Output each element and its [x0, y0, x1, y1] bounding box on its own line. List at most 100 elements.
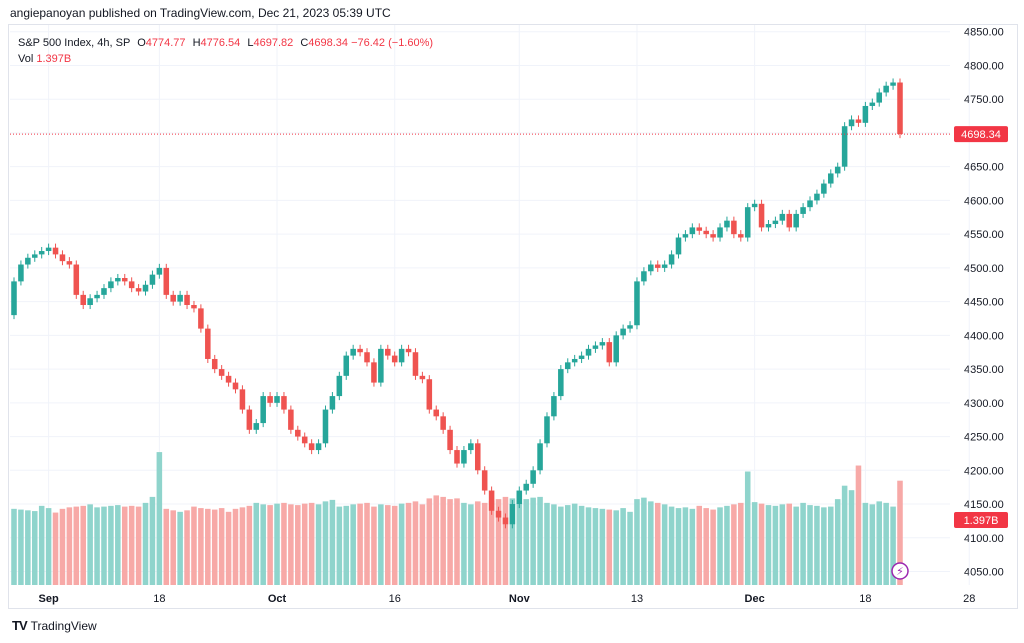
- volume-bar: [468, 504, 474, 585]
- candle-body: [585, 348, 592, 356]
- candle-body: [205, 328, 211, 359]
- volume-label: Vol: [18, 53, 34, 65]
- volume-bar: [18, 509, 24, 585]
- volume-bar: [828, 506, 834, 585]
- volume-bar: [654, 502, 661, 585]
- volume-bar: [45, 508, 52, 585]
- volume-bar: [315, 504, 322, 585]
- candle-body: [440, 416, 446, 430]
- candle-body: [731, 220, 737, 235]
- candle-body: [295, 429, 301, 437]
- volume-bar: [627, 511, 633, 585]
- volume-bar: [350, 504, 356, 585]
- volume-bar: [184, 510, 190, 585]
- symbol-label[interactable]: S&P 500 Index, 4h, SP: [18, 37, 131, 49]
- brand-name[interactable]: TradingView: [30, 618, 97, 633]
- candle-body: [232, 382, 239, 390]
- volume-bar: [509, 498, 516, 585]
- y-tick-label: 4650.00: [964, 162, 1004, 174]
- volume-bar: [364, 502, 370, 585]
- volume-bar: [807, 505, 813, 585]
- candle-body: [461, 450, 467, 464]
- volume-bar: [198, 508, 204, 585]
- volume-bar: [308, 502, 315, 585]
- candle-body: [675, 237, 682, 255]
- candle-body: [516, 490, 523, 505]
- candle-body: [149, 274, 156, 285]
- volume-bar: [855, 465, 862, 585]
- close-label: C: [300, 37, 309, 49]
- volume-bar: [267, 505, 273, 585]
- y-tick-label: 4850.00: [964, 27, 1004, 39]
- last-price-label: 4698.34: [961, 129, 1001, 141]
- x-tick-label: 16: [389, 593, 401, 605]
- candle-body: [308, 443, 315, 451]
- tradingview-logo-icon[interactable]: TV: [12, 618, 28, 633]
- candle-body: [738, 234, 744, 238]
- volume-bar: [661, 504, 668, 585]
- volume-bar: [675, 508, 682, 585]
- candle-body: [163, 267, 170, 295]
- candle-body: [246, 409, 253, 430]
- volume-value: 1.397B: [36, 53, 72, 65]
- candle-body: [495, 510, 502, 518]
- candle-body: [862, 105, 869, 123]
- volume-bar: [537, 496, 543, 585]
- candle-body: [758, 203, 765, 228]
- volume-bar: [59, 508, 66, 585]
- volume-bar: [883, 502, 889, 585]
- volume-bar: [620, 508, 626, 585]
- candle-body: [523, 483, 529, 491]
- candle-body: [751, 203, 758, 208]
- candle-body: [198, 308, 204, 329]
- candle-body: [121, 278, 128, 282]
- y-tick-label: 4600.00: [964, 195, 1004, 207]
- candle-body: [765, 224, 772, 228]
- candle-body: [350, 348, 356, 356]
- y-tick-label: 4200.00: [964, 465, 1004, 477]
- volume-bar: [31, 511, 38, 585]
- candle-body: [156, 267, 163, 275]
- high-label: H: [192, 37, 201, 49]
- candle-body: [301, 436, 308, 444]
- candle-body: [807, 200, 813, 208]
- volume-bar: [834, 499, 841, 585]
- volume-bar: [66, 507, 73, 585]
- volume-bar: [343, 505, 350, 585]
- y-tick-label: 4500.00: [964, 263, 1004, 275]
- candle-body: [170, 294, 176, 302]
- volume-bar: [461, 502, 467, 585]
- volume-bar: [371, 506, 377, 585]
- candle-body: [31, 254, 38, 258]
- open-value: 4774.77: [145, 37, 186, 49]
- candle-body: [357, 348, 363, 353]
- volume-bar: [378, 504, 384, 585]
- volume-bar: [433, 495, 440, 585]
- candle-body: [322, 409, 329, 444]
- candle-body: [25, 257, 31, 265]
- y-tick-label: 4550.00: [964, 229, 1004, 241]
- volume-bar: [419, 504, 426, 585]
- lightning-icon: ⚡: [896, 565, 904, 578]
- candle-body: [821, 183, 827, 194]
- volume-bar: [841, 485, 848, 585]
- candle-body: [267, 396, 273, 403]
- volume-bar: [391, 505, 398, 585]
- x-tick-label: 28: [963, 593, 975, 605]
- volume-bar: [218, 508, 225, 585]
- candle-body: [648, 264, 654, 272]
- volume-bar: [239, 507, 246, 585]
- volume-bar: [731, 504, 737, 585]
- replay-icon[interactable]: [891, 562, 909, 580]
- volume-bar: [703, 508, 709, 585]
- y-tick-label: 4150.00: [964, 499, 1004, 511]
- candle-body: [253, 423, 260, 430]
- volume-bar: [578, 505, 585, 585]
- volume-bar: [821, 507, 827, 585]
- chart-area[interactable]: [8, 24, 1018, 609]
- volume-bar: [121, 506, 128, 585]
- candle-body: [108, 281, 114, 289]
- volume-bar: [142, 502, 149, 585]
- candle-body: [710, 234, 716, 238]
